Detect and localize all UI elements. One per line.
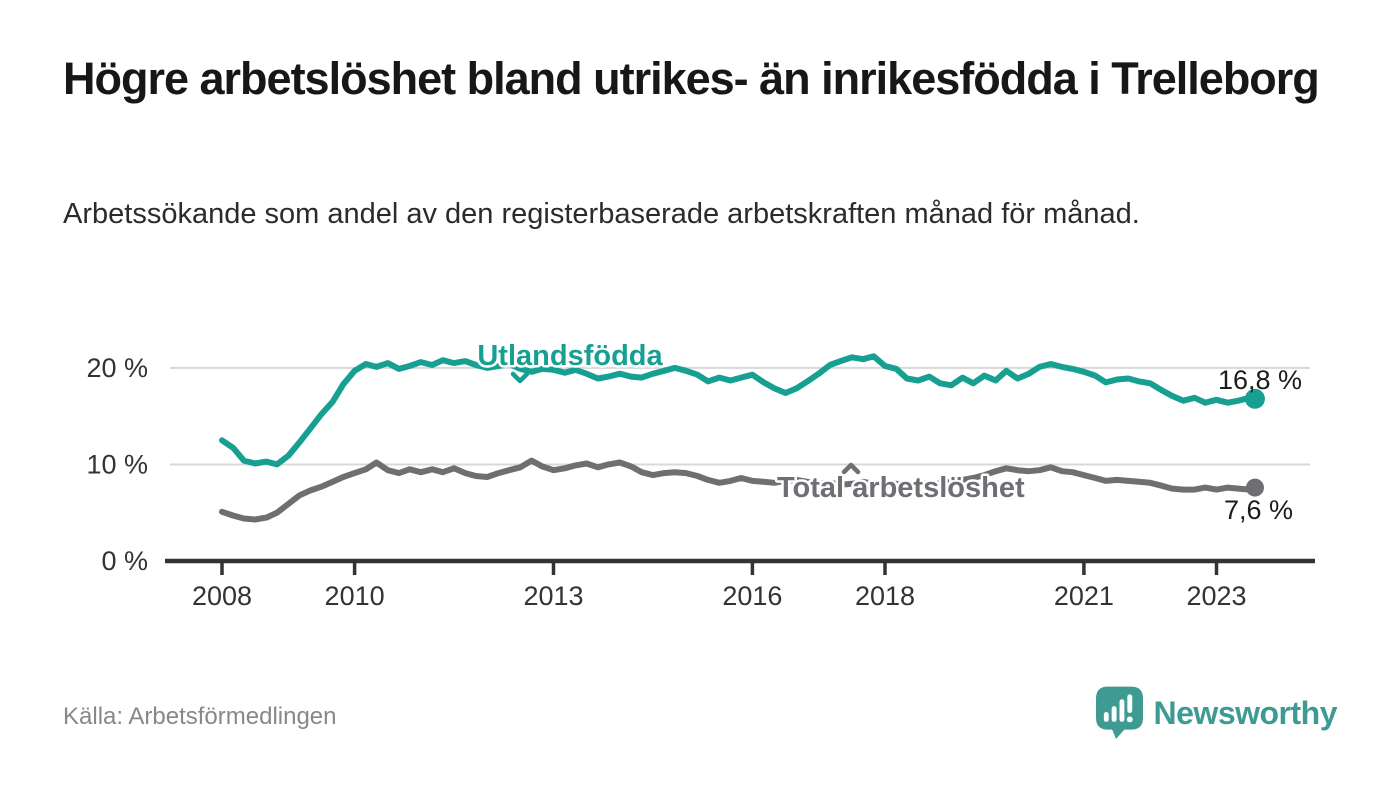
- x-tick-label: 2010: [325, 581, 385, 611]
- end-value-label-total: 7,6 %: [1224, 495, 1293, 525]
- y-tick-label: 10 %: [86, 449, 148, 479]
- x-tick-label: 2016: [722, 581, 782, 611]
- x-tick-label: 2008: [192, 581, 252, 611]
- x-tick-label: 2018: [855, 581, 915, 611]
- newsworthy-logo: Newsworthy: [1095, 686, 1338, 740]
- series-line-utlandsfodda: [219, 353, 1258, 468]
- end-value-label-utlandsfodda: 16,8 %: [1218, 365, 1302, 395]
- series-label-total: Total arbetslöshet: [777, 472, 1025, 504]
- brand-name: Newsworthy: [1153, 694, 1338, 731]
- x-tick-label: 2021: [1054, 581, 1114, 611]
- source-note: Källa: Arbetsförmedlingen: [63, 703, 337, 730]
- newsworthy-speech-bubble-bar-chart-icon: [1095, 686, 1143, 739]
- series-label-utlandsfodda: Utlandsfödda: [477, 340, 663, 372]
- page-title: Högre arbetslöshet bland utrikes- än inr…: [63, 53, 1320, 104]
- y-tick-label: 0 %: [101, 546, 148, 576]
- x-tick-label: 2023: [1186, 581, 1246, 611]
- label-pointer-down-icon: [510, 371, 530, 384]
- label-pointer-up-icon: [841, 462, 861, 475]
- series-end-dot-total: [1245, 478, 1264, 497]
- y-tick-label: 20 %: [86, 353, 148, 383]
- series-line-total: [219, 457, 1258, 523]
- x-tick-label: 2013: [523, 581, 583, 611]
- page-subtitle: Arbetssökande som andel av den registerb…: [63, 198, 1140, 230]
- series-end-dot-utlandsfodda: [1244, 388, 1265, 409]
